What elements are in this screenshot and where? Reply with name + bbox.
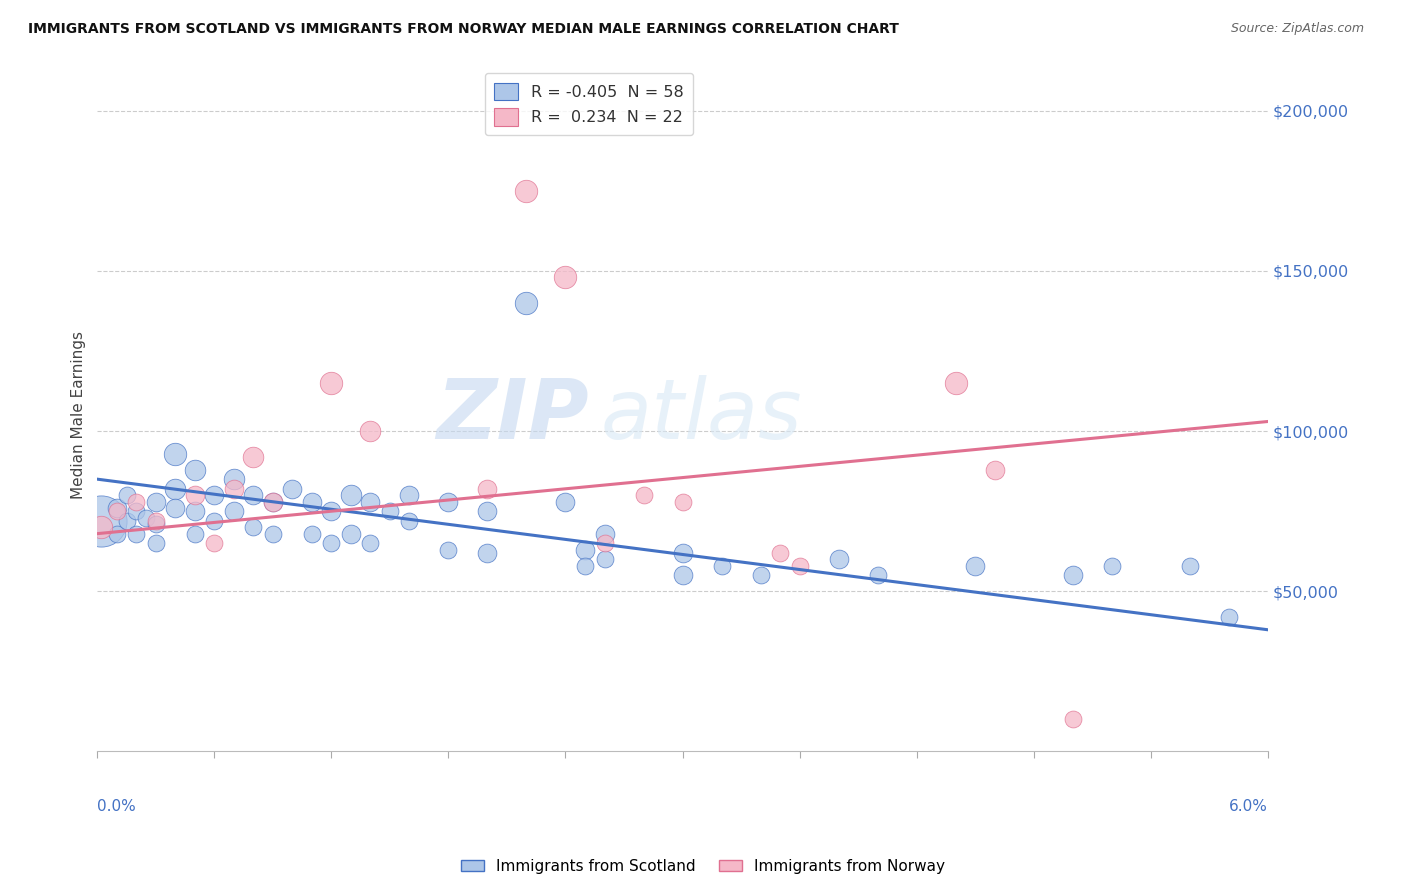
Point [827, 552, 849, 566]
Point [769, 546, 792, 560]
Point [281, 482, 304, 496]
Point [242, 520, 264, 534]
Text: ZIP: ZIP [436, 375, 589, 456]
Point [90, 514, 112, 528]
Point [184, 488, 207, 502]
Point [202, 488, 225, 502]
Point [398, 514, 420, 528]
Point [262, 494, 284, 508]
Point [671, 568, 693, 582]
Point [321, 376, 343, 390]
Point [125, 504, 148, 518]
Point [1101, 558, 1123, 573]
Point [574, 542, 596, 557]
Point [1062, 713, 1084, 727]
Text: atlas: atlas [600, 375, 803, 456]
Point [340, 488, 363, 502]
Point [633, 488, 655, 502]
Point [593, 536, 616, 550]
Point [983, 462, 1005, 476]
Point [359, 536, 381, 550]
Point [165, 501, 187, 516]
Point [437, 542, 460, 557]
Point [301, 494, 323, 508]
Point [477, 546, 499, 560]
Legend: R = -0.405  N = 58, R =  0.234  N = 22: R = -0.405 N = 58, R = 0.234 N = 22 [485, 73, 693, 136]
Point [222, 504, 245, 518]
Point [574, 558, 596, 573]
Point [515, 184, 537, 198]
Point [398, 488, 420, 502]
Point [515, 296, 537, 310]
Point [105, 501, 128, 516]
Point [242, 450, 264, 464]
Point [866, 568, 889, 582]
Point [242, 488, 264, 502]
Point [789, 558, 811, 573]
Point [145, 516, 167, 531]
Point [593, 526, 616, 541]
Point [222, 482, 245, 496]
Point [340, 526, 363, 541]
Point [965, 558, 987, 573]
Point [671, 494, 693, 508]
Point [1178, 558, 1201, 573]
Point [115, 488, 138, 502]
Point [184, 526, 207, 541]
Point [1062, 568, 1084, 582]
Point [477, 482, 499, 496]
Text: 6.0%: 6.0% [1229, 798, 1268, 814]
Text: Source: ZipAtlas.com: Source: ZipAtlas.com [1230, 22, 1364, 36]
Point [262, 494, 284, 508]
Point [1218, 610, 1240, 624]
Y-axis label: Median Male Earnings: Median Male Earnings [72, 331, 86, 500]
Point [710, 558, 733, 573]
Legend: Immigrants from Scotland, Immigrants from Norway: Immigrants from Scotland, Immigrants fro… [456, 853, 950, 880]
Point [477, 504, 499, 518]
Point [145, 536, 167, 550]
Point [321, 536, 343, 550]
Point [165, 446, 187, 460]
Point [165, 482, 187, 496]
Point [359, 494, 381, 508]
Point [359, 424, 381, 438]
Point [115, 514, 138, 528]
Point [105, 504, 128, 518]
Point [671, 546, 693, 560]
Point [378, 504, 401, 518]
Point [593, 552, 616, 566]
Point [90, 520, 112, 534]
Point [301, 526, 323, 541]
Point [262, 526, 284, 541]
Point [749, 568, 772, 582]
Text: 0.0%: 0.0% [97, 798, 136, 814]
Point [321, 504, 343, 518]
Point [125, 494, 148, 508]
Point [125, 526, 148, 541]
Point [184, 504, 207, 518]
Point [135, 510, 157, 524]
Text: IMMIGRANTS FROM SCOTLAND VS IMMIGRANTS FROM NORWAY MEDIAN MALE EARNINGS CORRELAT: IMMIGRANTS FROM SCOTLAND VS IMMIGRANTS F… [28, 22, 898, 37]
Point [145, 494, 167, 508]
Point [145, 514, 167, 528]
Point [202, 514, 225, 528]
Point [105, 526, 128, 541]
Point [184, 462, 207, 476]
Point [222, 472, 245, 486]
Point [202, 536, 225, 550]
Point [554, 270, 576, 285]
Point [945, 376, 967, 390]
Point [437, 494, 460, 508]
Point [554, 494, 576, 508]
